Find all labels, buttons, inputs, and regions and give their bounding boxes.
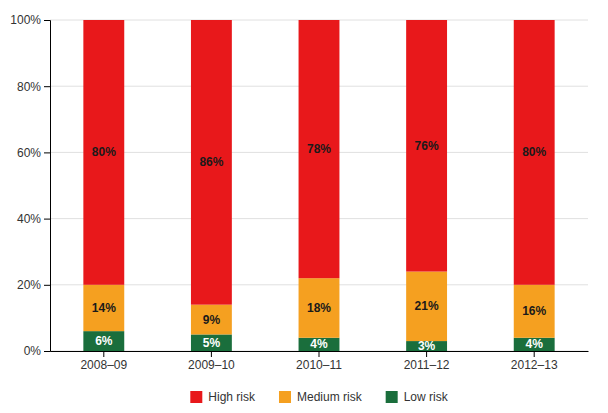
y-tick: 60% bbox=[17, 146, 50, 160]
legend-label: Medium risk bbox=[297, 390, 363, 404]
y-tick: 100% bbox=[10, 13, 50, 27]
legend-label: High risk bbox=[208, 390, 256, 404]
data-label: 9% bbox=[203, 313, 221, 327]
grid bbox=[50, 20, 588, 351]
x-tick-mark bbox=[103, 351, 104, 357]
y-tick: 0% bbox=[24, 344, 50, 358]
y-tick-label: 60% bbox=[17, 146, 41, 160]
x-tick-label: 2011–12 bbox=[404, 358, 450, 372]
data-label: 86% bbox=[199, 155, 223, 169]
y-tick-mark bbox=[44, 20, 50, 21]
x-tick-label: 2009–10 bbox=[188, 358, 235, 372]
data-labels: 6% 5% 4% 3% 4% 14% 9% 18% 21% 16% 80% 86% 78% 76% 80% bbox=[92, 139, 547, 353]
x-tick: 2012–13 bbox=[511, 351, 558, 372]
y-tick: 40% bbox=[17, 212, 50, 226]
y-tick-mark bbox=[44, 152, 50, 153]
x-tick-mark bbox=[211, 351, 212, 357]
legend: High risk Medium risk Low risk bbox=[190, 390, 448, 404]
y-tick-mark bbox=[44, 219, 50, 220]
legend-item: Low risk bbox=[386, 390, 449, 404]
bar-segment bbox=[191, 334, 232, 351]
bar-segment bbox=[299, 20, 340, 278]
x-tick-mark bbox=[534, 351, 535, 357]
legend-label: Low risk bbox=[404, 390, 449, 404]
bar-segment bbox=[83, 331, 124, 351]
y-tick-label: 20% bbox=[17, 278, 41, 292]
y-tick-label: 40% bbox=[17, 212, 41, 226]
bar-segment bbox=[299, 278, 340, 338]
data-label: 76% bbox=[415, 139, 439, 153]
series bbox=[83, 272, 554, 342]
legend-swatch bbox=[279, 391, 291, 403]
bar-segment bbox=[406, 20, 447, 272]
y-tick-label: 100% bbox=[10, 13, 41, 27]
x-tick-label: 2012–13 bbox=[511, 358, 558, 372]
legend-item: High risk bbox=[190, 390, 256, 404]
chart: 2008–09 2009–10 2010–11 2011–12 2012–13 0% 20%… bbox=[0, 0, 608, 413]
data-label: 21% bbox=[415, 299, 439, 313]
legend-swatch bbox=[190, 391, 202, 403]
bar-segment bbox=[83, 285, 124, 331]
data-label: 80% bbox=[522, 145, 546, 159]
y-tick-label: 0% bbox=[24, 344, 42, 358]
data-label: 3% bbox=[418, 339, 436, 353]
data-label: 16% bbox=[522, 304, 546, 318]
y-axis: 0% 20% 40% 60% 80% 100% bbox=[10, 13, 50, 358]
chart-container: 2008–09 2009–10 2010–11 2011–12 2012–13 0% 20%… bbox=[0, 0, 608, 413]
data-label: 18% bbox=[307, 301, 331, 315]
data-label: 78% bbox=[307, 142, 331, 156]
x-tick-label: 2010–11 bbox=[296, 358, 342, 372]
y-tick-mark bbox=[44, 285, 50, 286]
y-tick-label: 80% bbox=[17, 80, 41, 94]
bars bbox=[83, 20, 554, 351]
x-tick: 2011–12 bbox=[404, 351, 450, 372]
bar-segment bbox=[514, 338, 555, 351]
bar-segment bbox=[191, 20, 232, 305]
plot: 2008–09 2009–10 2010–11 2011–12 2012–13 0% 20%… bbox=[10, 13, 588, 371]
y-tick-mark bbox=[44, 86, 50, 87]
x-tick: 2008–09 bbox=[80, 351, 127, 372]
data-label: 6% bbox=[95, 334, 113, 348]
bar-segment bbox=[299, 338, 340, 351]
y-tick: 20% bbox=[17, 278, 50, 292]
bar-segment bbox=[83, 20, 124, 285]
bar-segment bbox=[406, 272, 447, 342]
legend-item: Medium risk bbox=[279, 390, 363, 404]
bar-segment bbox=[191, 305, 232, 335]
data-label: 14% bbox=[92, 301, 116, 315]
x-axis: 2008–09 2009–10 2010–11 2011–12 2012–13 bbox=[51, 351, 589, 372]
x-tick-mark bbox=[319, 351, 320, 357]
data-label: 5% bbox=[203, 336, 221, 350]
bar-segment bbox=[514, 285, 555, 338]
data-label: 4% bbox=[526, 337, 544, 351]
series bbox=[83, 20, 554, 305]
y-tick: 80% bbox=[17, 80, 50, 94]
data-label: 80% bbox=[92, 145, 116, 159]
y-tick-mark bbox=[44, 351, 50, 352]
y-axis-line bbox=[44, 21, 51, 352]
x-tick: 2009–10 bbox=[188, 351, 235, 372]
legend-swatch bbox=[386, 391, 398, 403]
x-tick-label: 2008–09 bbox=[80, 358, 127, 372]
x-tick: 2010–11 bbox=[296, 351, 342, 372]
bar-segment bbox=[514, 20, 555, 285]
data-label: 4% bbox=[310, 337, 328, 351]
